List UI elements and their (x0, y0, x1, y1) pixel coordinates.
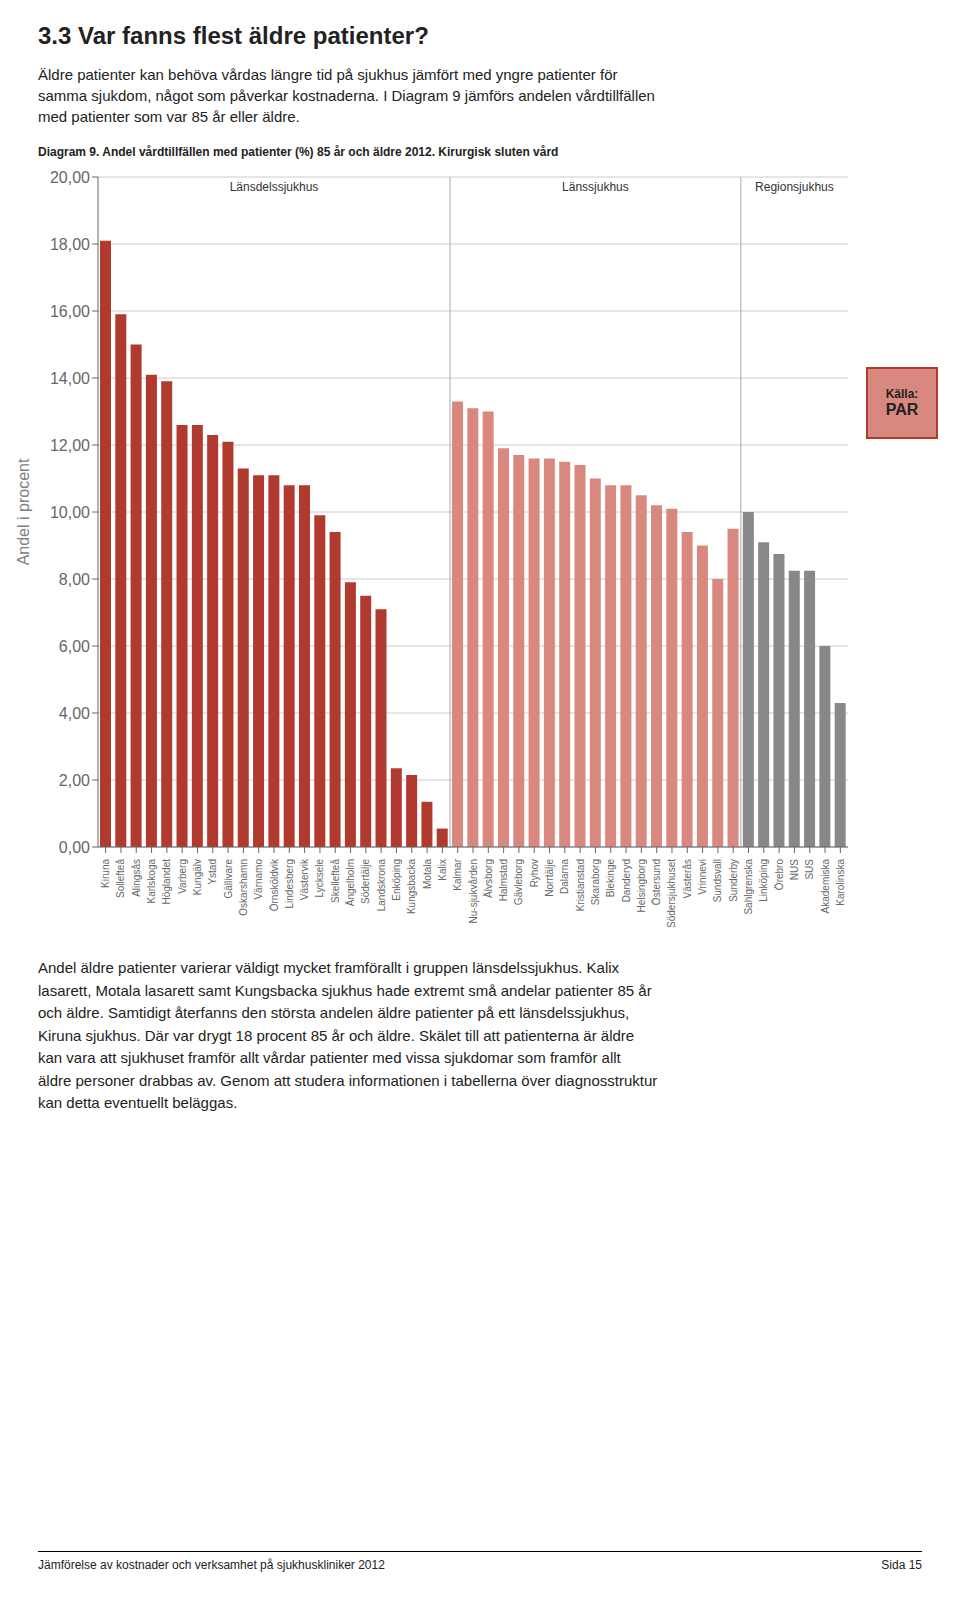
svg-text:Älvsborg: Älvsborg (483, 859, 494, 898)
html-text:3.3 Var fanns flest äldre pati: 3.3 Var fanns flest äldre patienter? (38, 22, 429, 49)
svg-text:18,00: 18,00 (50, 236, 90, 253)
svg-text:Kiruna: Kiruna (100, 859, 111, 888)
svg-text:Östersund: Östersund (651, 859, 662, 905)
svg-text:Södertälje: Södertälje (360, 859, 371, 904)
svg-text:Länsdelssjukhus: Länsdelssjukhus (230, 180, 319, 194)
svg-text:Gävleborg: Gävleborg (513, 859, 524, 905)
svg-text:16,00: 16,00 (50, 303, 90, 320)
svg-text:Värnamo: Värnamo (253, 859, 264, 900)
svg-text:Linköping: Linköping (758, 859, 769, 902)
svg-text:Helsingborg: Helsingborg (636, 859, 647, 912)
svg-text:6,00: 6,00 (59, 638, 90, 655)
svg-text:NUS: NUS (789, 859, 800, 880)
svg-text:Alingsås: Alingsås (131, 859, 142, 897)
svg-text:Vrinnevi: Vrinnevi (697, 859, 708, 895)
svg-text:Danderyd: Danderyd (621, 859, 632, 902)
svg-text:Höglandet: Höglandet (161, 859, 172, 905)
svg-text:SUS: SUS (804, 859, 815, 880)
svg-text:Sollefteå: Sollefteå (115, 859, 126, 898)
svg-text:Skellefteå: Skellefteå (330, 859, 341, 903)
svg-text:Västerås: Västerås (682, 859, 693, 898)
svg-text:Gällivare: Gällivare (223, 859, 234, 899)
svg-text:2,00: 2,00 (59, 772, 90, 789)
svg-text:Örebro: Örebro (774, 859, 785, 891)
svg-text:Regionsjukhus: Regionsjukhus (755, 180, 834, 194)
svg-text:Kalmar: Kalmar (452, 858, 463, 890)
svg-text:Örnsköldvik: Örnsköldvik (269, 858, 280, 911)
html-text:Diagram 9. Andel vårdtillfälle: Diagram 9. Andel vårdtillfällen med pati… (38, 145, 559, 159)
html-text:PAR: PAR (885, 401, 919, 418)
svg-text:Ystad: Ystad (207, 859, 218, 885)
svg-text:12,00: 12,00 (50, 437, 90, 454)
svg-text:Norrtälje: Norrtälje (544, 859, 555, 897)
svg-text:Skaraborg: Skaraborg (590, 859, 601, 905)
svg-text:Ryhov: Ryhov (529, 859, 540, 887)
svg-text:0,00: 0,00 (59, 839, 90, 856)
svg-text:Nu-sjukvården: Nu-sjukvården (468, 859, 479, 923)
svg-text:Sahlgrenska: Sahlgrenska (743, 859, 754, 915)
svg-text:Oskarshamn: Oskarshamn (238, 859, 249, 916)
svg-text:4,00: 4,00 (59, 705, 90, 722)
svg-text:Akademiska: Akademiska (820, 859, 831, 914)
svg-text:Varberg: Varberg (177, 859, 188, 894)
svg-text:Halmstad: Halmstad (498, 859, 509, 901)
svg-text:Lycksele: Lycksele (314, 859, 325, 898)
svg-text:Landskrona: Landskrona (376, 859, 387, 912)
html-text:Andel äldre patienter varierar: Andel äldre patienter varierar väldigt m… (38, 959, 658, 1111)
svg-text:Västervik: Västervik (299, 858, 310, 900)
svg-text:Kungälv: Kungälv (192, 859, 203, 895)
svg-text:Karolinska: Karolinska (835, 859, 846, 906)
svg-text:Ängelholm: Ängelholm (345, 859, 356, 906)
svg-text:Dalarna: Dalarna (559, 859, 570, 894)
svg-text:Motala: Motala (422, 859, 433, 889)
svg-text:10,00: 10,00 (50, 504, 90, 521)
html-text:Sida 15: Sida 15 (881, 1558, 922, 1572)
svg-text:Sundsvall: Sundsvall (712, 859, 723, 902)
svg-text:Kalix: Kalix (437, 859, 448, 881)
html-text:Jämförelse av kostnader och ve: Jämförelse av kostnader och verksamhet p… (38, 1558, 385, 1572)
svg-text:Sunderby: Sunderby (728, 859, 739, 902)
svg-text:Länssjukhus: Länssjukhus (562, 180, 629, 194)
svg-text:14,00: 14,00 (50, 370, 90, 387)
svg-text:Södersjukhuset: Södersjukhuset (666, 859, 677, 928)
svg-text:Blekinge: Blekinge (605, 859, 616, 898)
html-text:Äldre patienter kan behöva vår: Äldre patienter kan behöva vårdas längre… (38, 66, 655, 125)
html-text:Källa:: Källa: (885, 387, 919, 401)
svg-text:Kristianstad: Kristianstad (575, 859, 586, 911)
svg-text:20,00: 20,00 (50, 169, 90, 186)
svg-text:8,00: 8,00 (59, 571, 90, 588)
svg-text:Enköping: Enköping (391, 859, 402, 901)
svg-text:Kungsbacka: Kungsbacka (406, 859, 417, 914)
svg-text:Andel i procent: Andel i procent (15, 458, 32, 565)
svg-text:Karlskoga: Karlskoga (146, 859, 157, 904)
svg-text:Lindesberg: Lindesberg (284, 859, 295, 908)
